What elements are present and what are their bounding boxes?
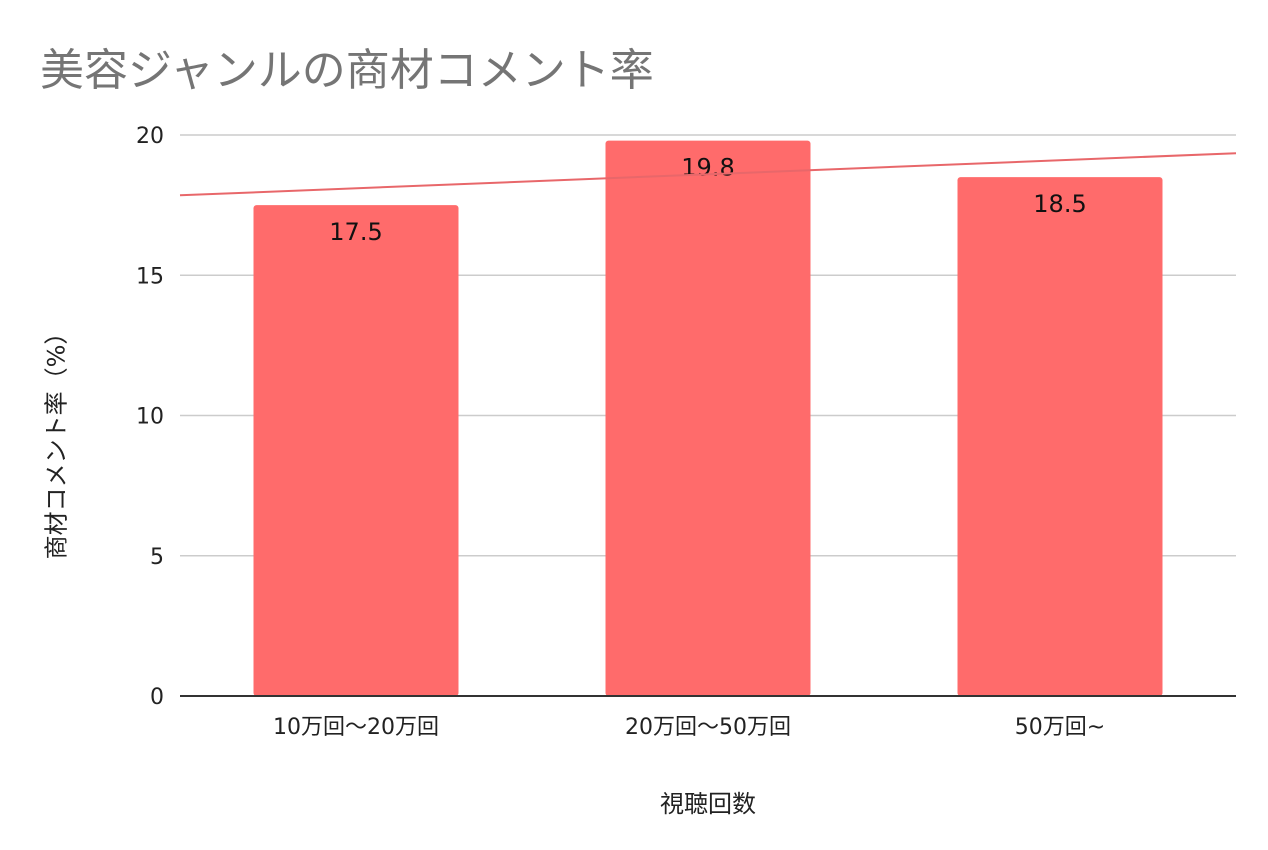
y-tick-label: 15 <box>136 264 164 289</box>
data-label: 18.5 <box>1033 190 1086 218</box>
y-tick-label: 0 <box>150 685 164 710</box>
data-label: 17.5 <box>329 218 382 246</box>
y-tick-label: 5 <box>150 545 164 570</box>
x-tick-label: 10万回〜20万回 <box>273 715 439 740</box>
trendline <box>179 152 1237 197</box>
bar <box>957 177 1163 696</box>
bar <box>605 140 811 697</box>
x-tick-label: 20万回〜50万回 <box>625 715 791 740</box>
x-tick-label: 50万回~ <box>1015 715 1105 740</box>
x-axis-label: 視聴回数 <box>660 790 756 818</box>
y-tick-label: 10 <box>136 405 164 430</box>
bar <box>253 205 459 696</box>
data-label: 19.8 <box>681 154 734 182</box>
chart-title: 美容ジャンルの商材コメント率 <box>40 45 654 96</box>
y-tick-label: 20 <box>136 124 164 149</box>
